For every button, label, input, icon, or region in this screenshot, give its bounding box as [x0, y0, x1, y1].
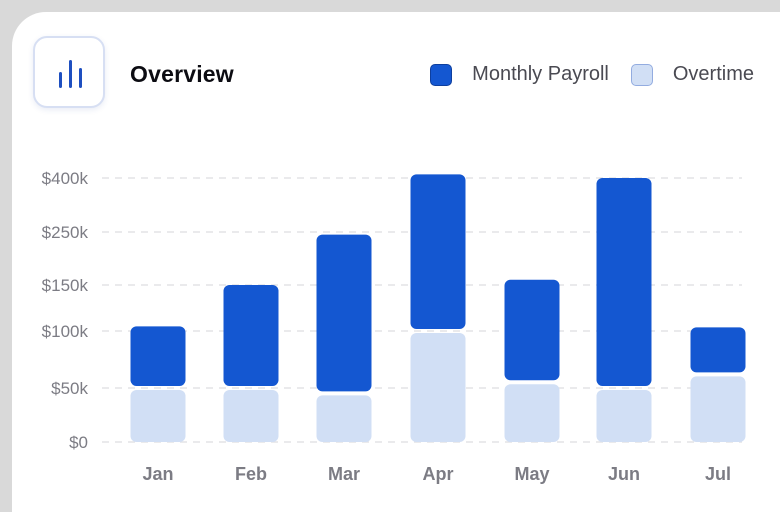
x-tick-label: Mar: [328, 464, 360, 484]
chart-legend: Monthly Payroll Overtime: [408, 63, 754, 86]
bar-chart: $0 $50k $100k $150k $250k $400k Jan Feb Mar Apr Ma…: [42, 169, 746, 484]
bar-overtime[interactable]: [596, 390, 652, 442]
page-title: Overview: [130, 61, 234, 87]
x-tick-label: Apr: [423, 464, 454, 484]
bar-payroll[interactable]: [316, 234, 372, 392]
y-tick-label: $50k: [51, 379, 88, 398]
x-tick-label: Jun: [608, 464, 640, 484]
bar-payroll[interactable]: [596, 178, 652, 386]
bar-overtime[interactable]: [223, 390, 279, 442]
bar-payroll[interactable]: [130, 326, 186, 386]
bar-overtime[interactable]: [130, 390, 186, 442]
bar-payroll[interactable]: [410, 174, 466, 329]
legend-item-overtime[interactable]: Overtime: [630, 63, 754, 86]
bar-payroll[interactable]: [223, 285, 279, 386]
bar-payroll[interactable]: [504, 279, 560, 381]
bar-payroll[interactable]: [690, 327, 746, 373]
legend-label-overtime: Overtime: [672, 63, 754, 85]
bar-overtime[interactable]: [504, 384, 560, 442]
legend-label-payroll: Monthly Payroll: [472, 63, 609, 85]
legend-swatch-payroll: [430, 63, 453, 86]
bar-overtime[interactable]: [316, 395, 372, 442]
y-tick-label: $150k: [42, 276, 89, 295]
y-tick-label: $0: [69, 433, 88, 452]
y-tick-label: $100k: [42, 322, 89, 341]
chart-card: Overview Monthly Payroll Overtime $0 $50k…: [12, 12, 780, 512]
y-tick-label: $400k: [42, 169, 89, 188]
x-tick-label: Jul: [705, 464, 731, 484]
legend-swatch-overtime: [630, 63, 653, 86]
x-tick-label: May: [514, 464, 549, 484]
bar-chart-icon: [59, 60, 82, 88]
x-tick-label: Jan: [142, 464, 173, 484]
bar-overtime[interactable]: [690, 376, 746, 442]
chart-icon-button[interactable]: [33, 36, 105, 108]
x-tick-label: Feb: [235, 464, 267, 484]
legend-item-payroll[interactable]: Monthly Payroll: [430, 63, 609, 86]
bar-overtime[interactable]: [410, 333, 466, 442]
y-tick-label: $250k: [42, 223, 89, 242]
